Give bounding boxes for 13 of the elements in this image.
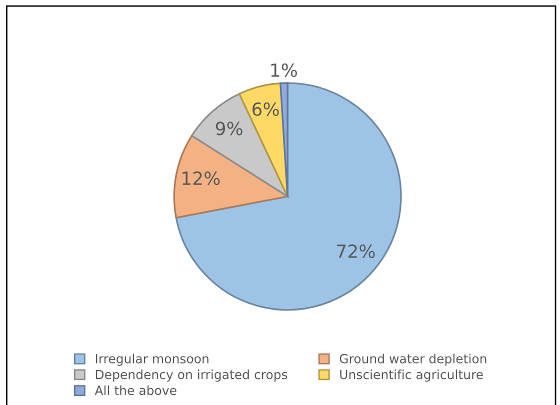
pie-slice — [280, 82, 288, 198]
legend-label: Ground water depletion — [340, 354, 486, 366]
data-label: 6% — [252, 102, 279, 116]
data-label: 12% — [182, 171, 220, 186]
data-label: 9% — [216, 122, 242, 136]
legend-label: Dependency on irrigated crops — [96, 370, 288, 382]
data-label: 1% — [271, 63, 297, 77]
pie-slice — [175, 82, 402, 311]
legend-label: All the above — [94, 385, 176, 396]
data-label: 72% — [337, 244, 375, 258]
legend-label: Irregular monsoon — [96, 354, 208, 366]
pie-slice — [173, 134, 288, 219]
legend-label: Unscientific agriculture — [340, 370, 483, 382]
